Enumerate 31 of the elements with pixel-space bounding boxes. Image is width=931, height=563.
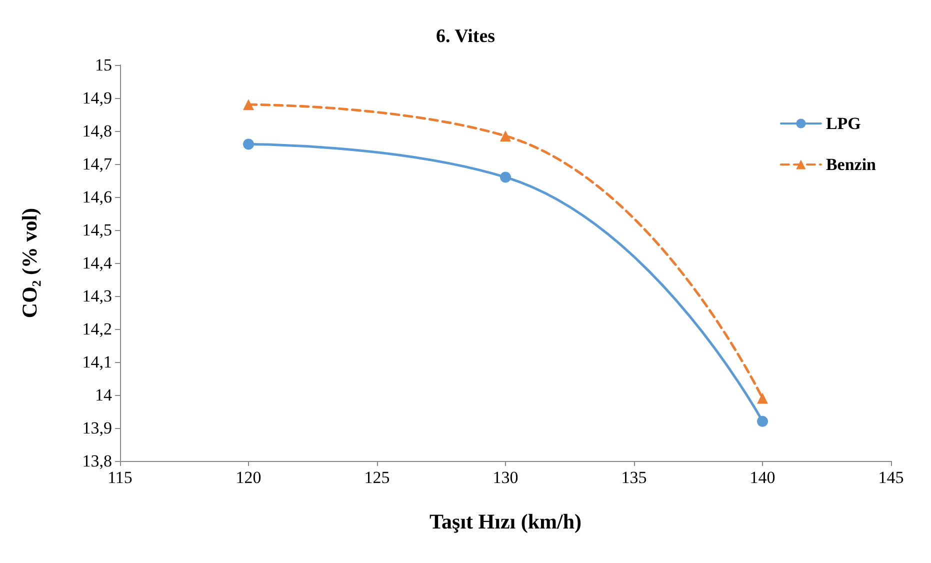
- x-tick-label: 130: [492, 468, 518, 487]
- y-tick-label: 14: [95, 386, 112, 404]
- x-tick-label: 135: [621, 468, 647, 487]
- y-tick-label: 14,3: [82, 286, 112, 306]
- legend-label: LPG: [826, 114, 861, 133]
- x-tick-label: 125: [364, 468, 390, 487]
- x-tick-label: 115: [108, 468, 132, 487]
- x-tick-label: 120: [236, 468, 262, 487]
- point: [243, 138, 254, 150]
- point: [500, 130, 511, 142]
- y-axis-title: CO₂ (% vol): [18, 208, 42, 318]
- x-tick-label: 145: [878, 468, 904, 487]
- y-tick-label: 14,5: [82, 220, 112, 240]
- y-tick-label: 14,6: [82, 188, 112, 206]
- x-tick-label: 140: [750, 468, 776, 487]
- y-tick-label: 15: [95, 56, 112, 74]
- x-axis-title: Taşıt Hızı (km/h): [429, 510, 582, 534]
- y-tick-label: 14,8: [82, 122, 112, 140]
- point: [500, 172, 511, 183]
- y-tick-label: 13,9: [82, 418, 112, 438]
- point: [757, 392, 768, 404]
- y-tick-label: 14,2: [82, 320, 112, 338]
- y-tick-label: 14,9: [82, 88, 112, 108]
- point: [243, 99, 254, 110]
- chart-title: 6. Vites: [436, 26, 496, 47]
- y-tick-label: 14,1: [82, 352, 112, 372]
- y-tick-label: 14,4: [82, 254, 112, 272]
- point: [757, 416, 768, 427]
- y-tick-label: 13,8: [82, 452, 112, 470]
- y-tick-label: 14,7: [82, 154, 112, 174]
- legend-label: Benzin: [826, 155, 877, 174]
